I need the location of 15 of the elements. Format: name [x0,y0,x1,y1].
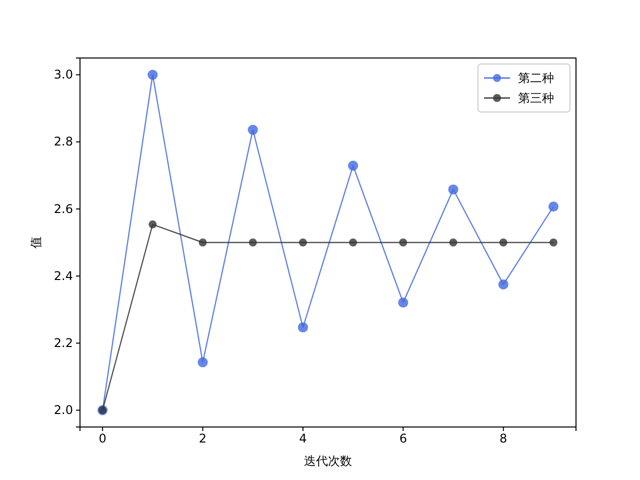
y-tick-label: 2.4 [54,268,73,283]
y-axis-title: 值 [29,236,43,248]
x-axis-title: 迭代次数 [304,454,352,468]
y-tick-label: 2.2 [54,336,73,350]
y-tick-label: 2.0 [54,403,73,418]
legend-label: 第二种 [518,71,554,85]
y-tick-label: 3.0 [54,68,73,82]
y-tick-label: 2.8 [54,134,73,149]
legend-label: 第三种 [518,91,554,105]
x-tick-label: 0 [98,432,106,446]
x-tick-label: 8 [500,432,508,446]
x-tick-label: 2 [198,432,207,446]
x-tick-label: 4 [299,432,307,446]
x-tick-label: 6 [399,432,407,446]
y-tick-label: 2.6 [54,202,73,216]
